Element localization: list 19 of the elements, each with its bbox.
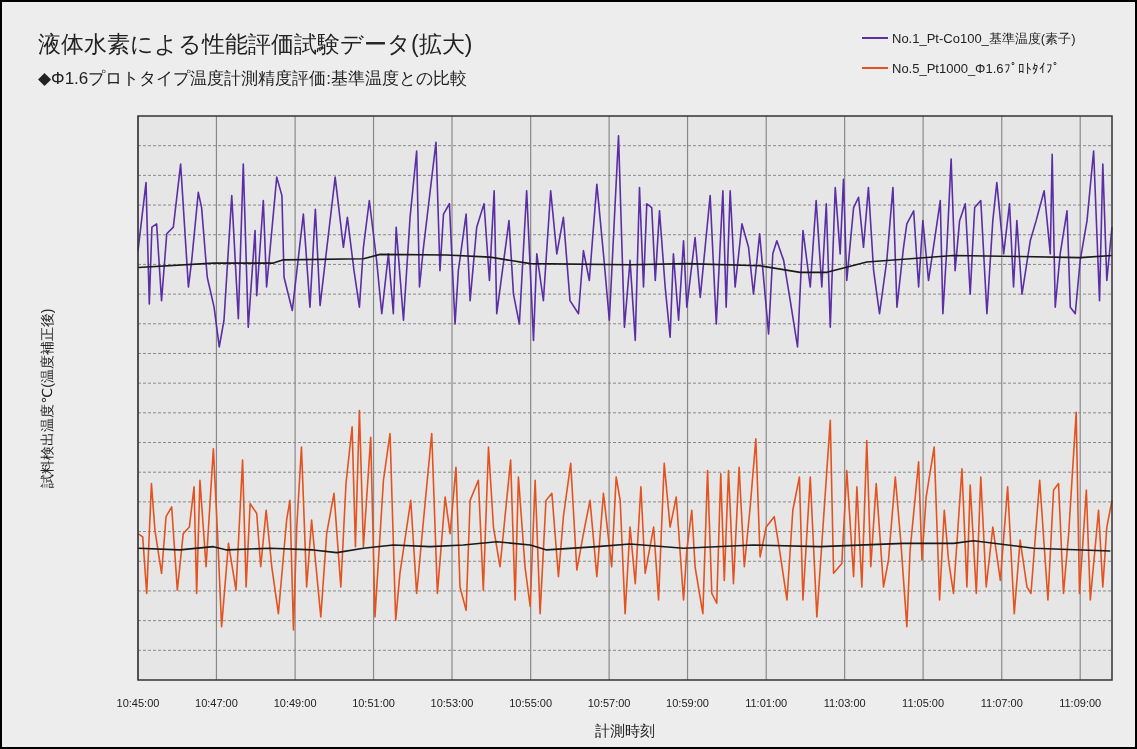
legend-label: No.5_Pt1000_Φ1.6ﾌﾟﾛﾄﾀｲﾌﾟ [892,61,1060,76]
legend-label: No.1_Pt-Co100_基準温度(素子) [892,31,1076,46]
x-tick-label: 10:49:00 [273,697,317,709]
x-tick-label: 10:53:00 [430,697,474,709]
x-tick-label: 11:01:00 [745,697,788,709]
x-tick-label: 11:09:00 [1059,697,1102,709]
x-tick-label: 10:59:00 [666,697,709,709]
chart-title: 液体水素による性能評価試験データ(拡大) [38,31,473,57]
x-tick-label: 11:05:00 [902,697,945,709]
x-tick-label: 10:57:00 [587,697,631,709]
x-tick-label: 11:07:00 [980,697,1023,709]
chart-subtitle: ◆Φ1.6プロトタイプ温度計測精度評価:基準温度との比較 [38,69,467,88]
y-axis-title: 試料検出温度℃(温度補正後) [39,308,55,488]
x-tick-label: 10:51:00 [352,697,395,709]
x-axis-title: 計測時刻 [595,722,655,739]
x-tick-label: 10:45:00 [116,697,160,709]
x-tick-label: 11:03:00 [823,697,866,709]
x-tick-label: 10:47:00 [195,697,238,709]
x-tick-label: 10:55:00 [509,697,553,709]
